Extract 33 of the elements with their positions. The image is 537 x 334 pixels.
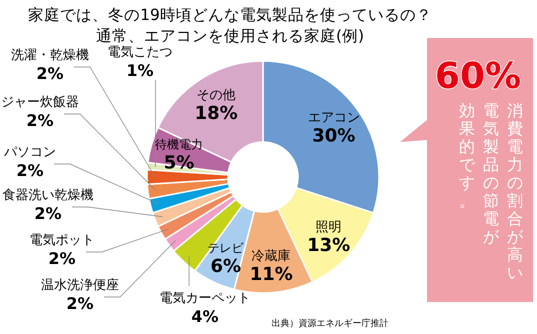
data-label: 6% [210, 256, 242, 278]
data-label: 2% [48, 249, 76, 268]
slice-label: 電気ポット [30, 233, 94, 248]
slice-label: 照明 [316, 220, 342, 235]
data-label: 4% [191, 307, 219, 326]
slice-label: その他 [196, 88, 236, 104]
data-label: 2% [66, 294, 94, 313]
data-label: 18% [194, 103, 238, 124]
data-label: 11% [250, 264, 293, 286]
text: 電気製品の節電が [483, 101, 500, 246]
slice-label: 電気カーペット [160, 291, 250, 306]
chart-title: 家庭では、冬の19時頃どんな電気製品を使っているの？ [28, 6, 432, 24]
slice-label: エアコン [308, 110, 360, 126]
source-note: 出典）資源エネルギー庁推計 [272, 318, 388, 329]
slice-label: 待機電力 [154, 138, 203, 152]
data-label: 2% [16, 161, 44, 180]
data-label: 30% [312, 126, 356, 147]
slice-label: 冷蔵庫 [252, 248, 291, 264]
data-label: 2% [36, 64, 64, 83]
data-label: 2% [34, 204, 62, 223]
slice-label: パソコン [3, 145, 56, 160]
slice-label: 食器洗い乾燥機 [2, 188, 94, 203]
slice-label: 洗濯・乾燥機 [11, 48, 89, 63]
data-label: 2% [26, 111, 54, 130]
slice-label: 温水洗浄便座 [41, 277, 119, 293]
text: 効果的です。 [459, 101, 476, 210]
data-label: 1% [126, 61, 154, 80]
text: 60% [434, 56, 522, 97]
text: 消費電力の割合が高い [507, 101, 523, 282]
chart-subtitle: 通常、エアコンを使用される家庭(例) [96, 27, 364, 45]
slice-label: 電気こたつ [108, 45, 172, 60]
slice-label: ジャー炊飯器 [1, 95, 79, 110]
data-label: 13% [307, 234, 350, 256]
